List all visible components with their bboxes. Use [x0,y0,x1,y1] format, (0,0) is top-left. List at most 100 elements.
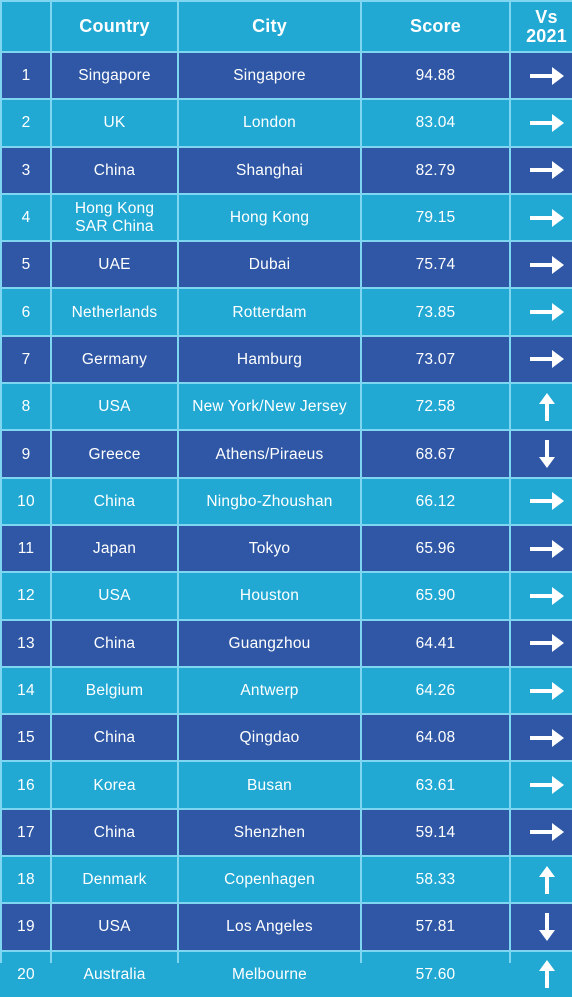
row-score: 57.81 [362,904,509,950]
row-country: China [52,809,177,856]
row-country: China [52,147,177,193]
row-vs-2021 [511,289,572,335]
row-rank: 13 [2,620,50,666]
row-rank: 5 [2,242,50,288]
row-vs-2021 [511,857,572,903]
row-city: Houston [179,573,360,619]
arrow-right-icon [527,770,567,800]
row-rank: 7 [2,336,50,383]
row-score: 63.61 [362,762,509,808]
row-vs-2021 [511,573,572,619]
arrow-right-icon [527,155,567,185]
row-country: Netherlands [52,289,177,335]
row-score: 59.14 [362,809,509,856]
row-city: Melbourne [179,951,360,997]
row-vs-2021 [511,904,572,950]
row-vs-2021 [511,336,572,383]
row-vs-2021 [511,715,572,761]
row-score: 79.15 [362,194,509,241]
row-score: 64.26 [362,667,509,714]
row-score: 65.90 [362,573,509,619]
row-country: USA [52,384,177,430]
row-country: Korea [52,762,177,808]
arrow-right-icon [527,61,567,91]
row-vs-2021 [511,809,572,856]
row-country: USA [52,904,177,950]
row-score: 75.74 [362,242,509,288]
row-score: 66.12 [362,478,509,524]
row-country: UAE [52,242,177,288]
row-city: Ningbo-Zhoushan [179,478,360,524]
row-score: 68.67 [362,431,509,477]
row-score: 72.58 [362,384,509,430]
row-rank: 18 [2,857,50,903]
row-city: Antwerp [179,667,360,714]
header-vs-2021: Vs 2021 [511,2,572,51]
row-score: 65.96 [362,525,509,572]
row-score: 73.07 [362,336,509,383]
arrow-right-icon [527,628,567,658]
row-score: 82.79 [362,147,509,193]
arrow-up-icon [527,959,567,989]
header-score: Score [362,2,509,51]
row-rank: 10 [2,478,50,524]
arrow-right-icon [527,344,567,374]
header-country: Country [52,2,177,51]
row-score: 57.60 [362,951,509,997]
row-rank: 6 [2,289,50,335]
arrow-up-icon [527,392,567,422]
row-city: Hamburg [179,336,360,383]
arrow-right-icon [527,297,567,327]
arrow-down-icon [527,439,567,469]
row-city: Guangzhou [179,620,360,666]
row-country: Greece [52,431,177,477]
row-vs-2021 [511,194,572,241]
row-vs-2021 [511,951,572,997]
row-country: Singapore [52,53,177,99]
row-rank: 15 [2,715,50,761]
row-vs-2021 [511,147,572,193]
row-vs-2021 [511,53,572,99]
row-city: Los Angeles [179,904,360,950]
row-country: China [52,620,177,666]
row-city: Tokyo [179,525,360,572]
row-city: Shenzhen [179,809,360,856]
row-vs-2021 [511,525,572,572]
row-rank: 8 [2,384,50,430]
row-rank: 20 [2,951,50,997]
row-vs-2021 [511,667,572,714]
arrow-up-icon [527,865,567,895]
row-rank: 16 [2,762,50,808]
row-vs-2021 [511,478,572,524]
row-rank: 19 [2,904,50,950]
arrow-right-icon [527,534,567,564]
row-vs-2021 [511,762,572,808]
row-score: 64.08 [362,715,509,761]
row-rank: 12 [2,573,50,619]
row-rank: 3 [2,147,50,193]
row-rank: 4 [2,194,50,241]
arrow-right-icon [527,581,567,611]
row-country: USA [52,573,177,619]
row-city: Hong Kong [179,194,360,241]
row-city: Shanghai [179,147,360,193]
row-country: China [52,478,177,524]
row-rank: 14 [2,667,50,714]
row-country: UK [52,100,177,146]
row-city: Qingdao [179,715,360,761]
row-vs-2021 [511,100,572,146]
row-country: Australia [52,951,177,997]
arrow-right-icon [527,108,567,138]
arrow-right-icon [527,203,567,233]
row-vs-2021 [511,620,572,666]
row-city: Dubai [179,242,360,288]
row-city: Athens/Piraeus [179,431,360,477]
row-city: Singapore [179,53,360,99]
row-rank: 1 [2,53,50,99]
row-rank: 9 [2,431,50,477]
row-city: New York/New Jersey [179,384,360,430]
row-country: Germany [52,336,177,383]
row-vs-2021 [511,431,572,477]
arrow-right-icon [527,723,567,753]
row-country: Japan [52,525,177,572]
